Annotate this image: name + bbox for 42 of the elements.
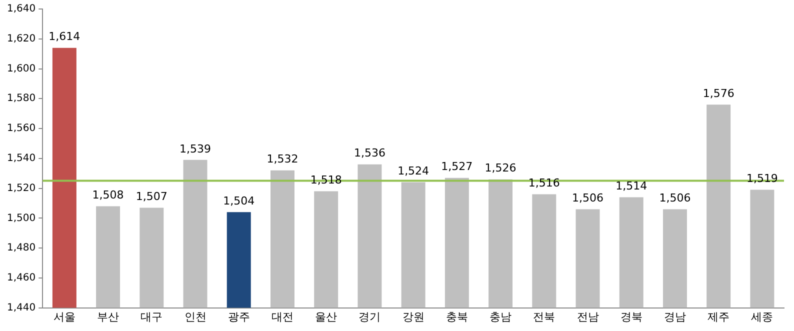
y-tick-label: 1,640: [6, 4, 36, 15]
x-tick-label: 제주: [708, 310, 730, 324]
x-tick-label: 대전: [271, 310, 294, 324]
data-label: 1,527: [441, 160, 473, 174]
data-label: 1,504: [223, 194, 255, 208]
x-tick-label: 인천: [184, 310, 206, 324]
y-tick-label: 1,580: [6, 93, 36, 104]
data-label: 1,514: [616, 180, 648, 193]
data-label: 1,614: [48, 30, 80, 44]
y-tick-label: 1,540: [6, 152, 36, 164]
data-label: 1,576: [702, 86, 734, 100]
data-label: 1,508: [92, 188, 124, 202]
y-tick-label: 1,500: [6, 212, 36, 224]
y-tick-label: 1,600: [6, 63, 36, 74]
x-tick-label: 세종: [751, 310, 774, 324]
x-tick-label: 경북: [620, 310, 642, 324]
x-tick-label: 강원: [402, 310, 424, 324]
x-tick-label: 전남: [576, 310, 599, 324]
data-label: 1,506: [572, 192, 604, 205]
x-tick-label: 충남: [490, 310, 512, 324]
y-tick-label: 1,620: [6, 33, 36, 44]
y-tick-label: 1,520: [6, 182, 36, 194]
x-tick-label: 경남: [664, 310, 686, 324]
data-label: 1,532: [266, 152, 298, 166]
y-tick-label: 1,560: [6, 123, 36, 134]
data-label: 1,539: [180, 142, 212, 156]
x-tick-label: 충북: [446, 310, 468, 324]
y-tick-label: 1,460: [6, 272, 36, 284]
data-label: 1,507: [136, 190, 168, 204]
data-label: 1,524: [398, 164, 430, 178]
x-tick-label: 대구: [140, 310, 163, 324]
x-tick-label: 경기: [358, 310, 381, 324]
x-tick-label: 울산: [315, 310, 338, 324]
y-tick-label: 1,480: [6, 242, 36, 254]
data-label: 1,506: [659, 192, 691, 205]
x-tick-label: 서울: [53, 310, 76, 324]
y-tick-label: 1,440: [6, 302, 36, 314]
data-label: 1,526: [484, 162, 516, 175]
data-label: 1,536: [354, 146, 386, 160]
x-tick-label: 전북: [533, 310, 556, 324]
x-tick-label: 광주: [228, 310, 250, 324]
x-tick-label: 부산: [97, 310, 120, 324]
